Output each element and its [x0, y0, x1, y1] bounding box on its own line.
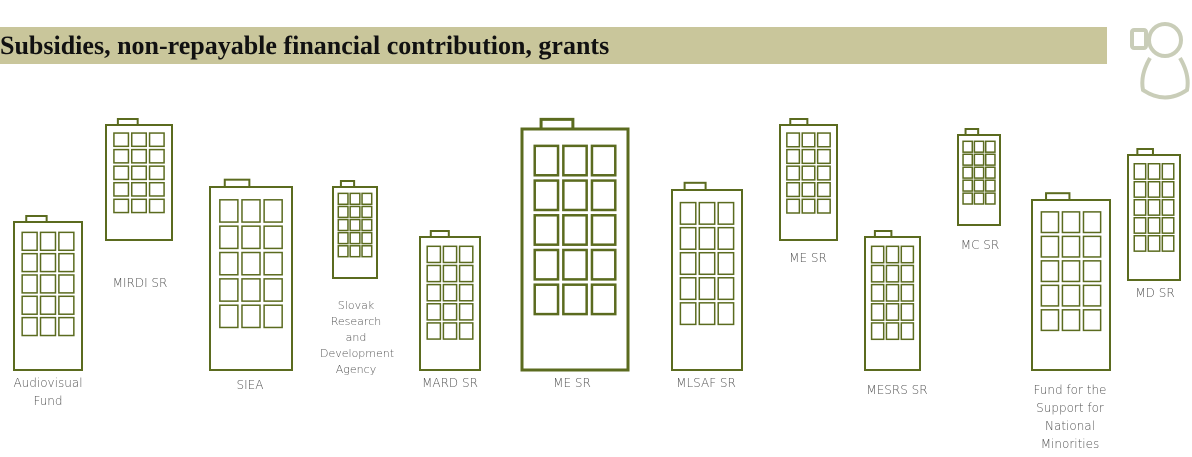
infographic: Subsidies, non-repayable financial contr…	[0, 0, 1192, 457]
building	[420, 231, 480, 370]
building-label: MESRS SR	[852, 381, 942, 399]
building	[1128, 149, 1180, 280]
building	[14, 216, 82, 370]
building	[1032, 193, 1110, 370]
building-label: MLSAF SR	[661, 374, 751, 392]
building	[522, 119, 628, 370]
building-label: MC SR	[935, 236, 1025, 254]
building-roof	[225, 180, 250, 187]
building-label: Fund for the Support for National Minori…	[1028, 381, 1113, 453]
building-label: ME SR	[763, 249, 853, 267]
building-label: Audiovisual Fund	[3, 374, 93, 410]
building-roof	[1046, 193, 1069, 200]
building-roof	[685, 183, 706, 190]
building-label: MD SR	[1110, 284, 1192, 302]
building-label: ME SR	[527, 374, 617, 392]
building-label: MIRDI SR	[95, 274, 185, 292]
building	[333, 181, 377, 278]
building-label: Slovak Research and Development Agency	[320, 298, 392, 378]
building	[780, 119, 837, 240]
building	[958, 129, 1000, 225]
person-icon	[1132, 24, 1188, 98]
building-label: SIEA	[205, 376, 295, 394]
building-label: MARD SR	[405, 374, 495, 392]
building-body	[672, 190, 742, 370]
building	[210, 180, 292, 370]
building	[865, 231, 920, 370]
building	[672, 183, 742, 370]
building	[106, 119, 172, 240]
